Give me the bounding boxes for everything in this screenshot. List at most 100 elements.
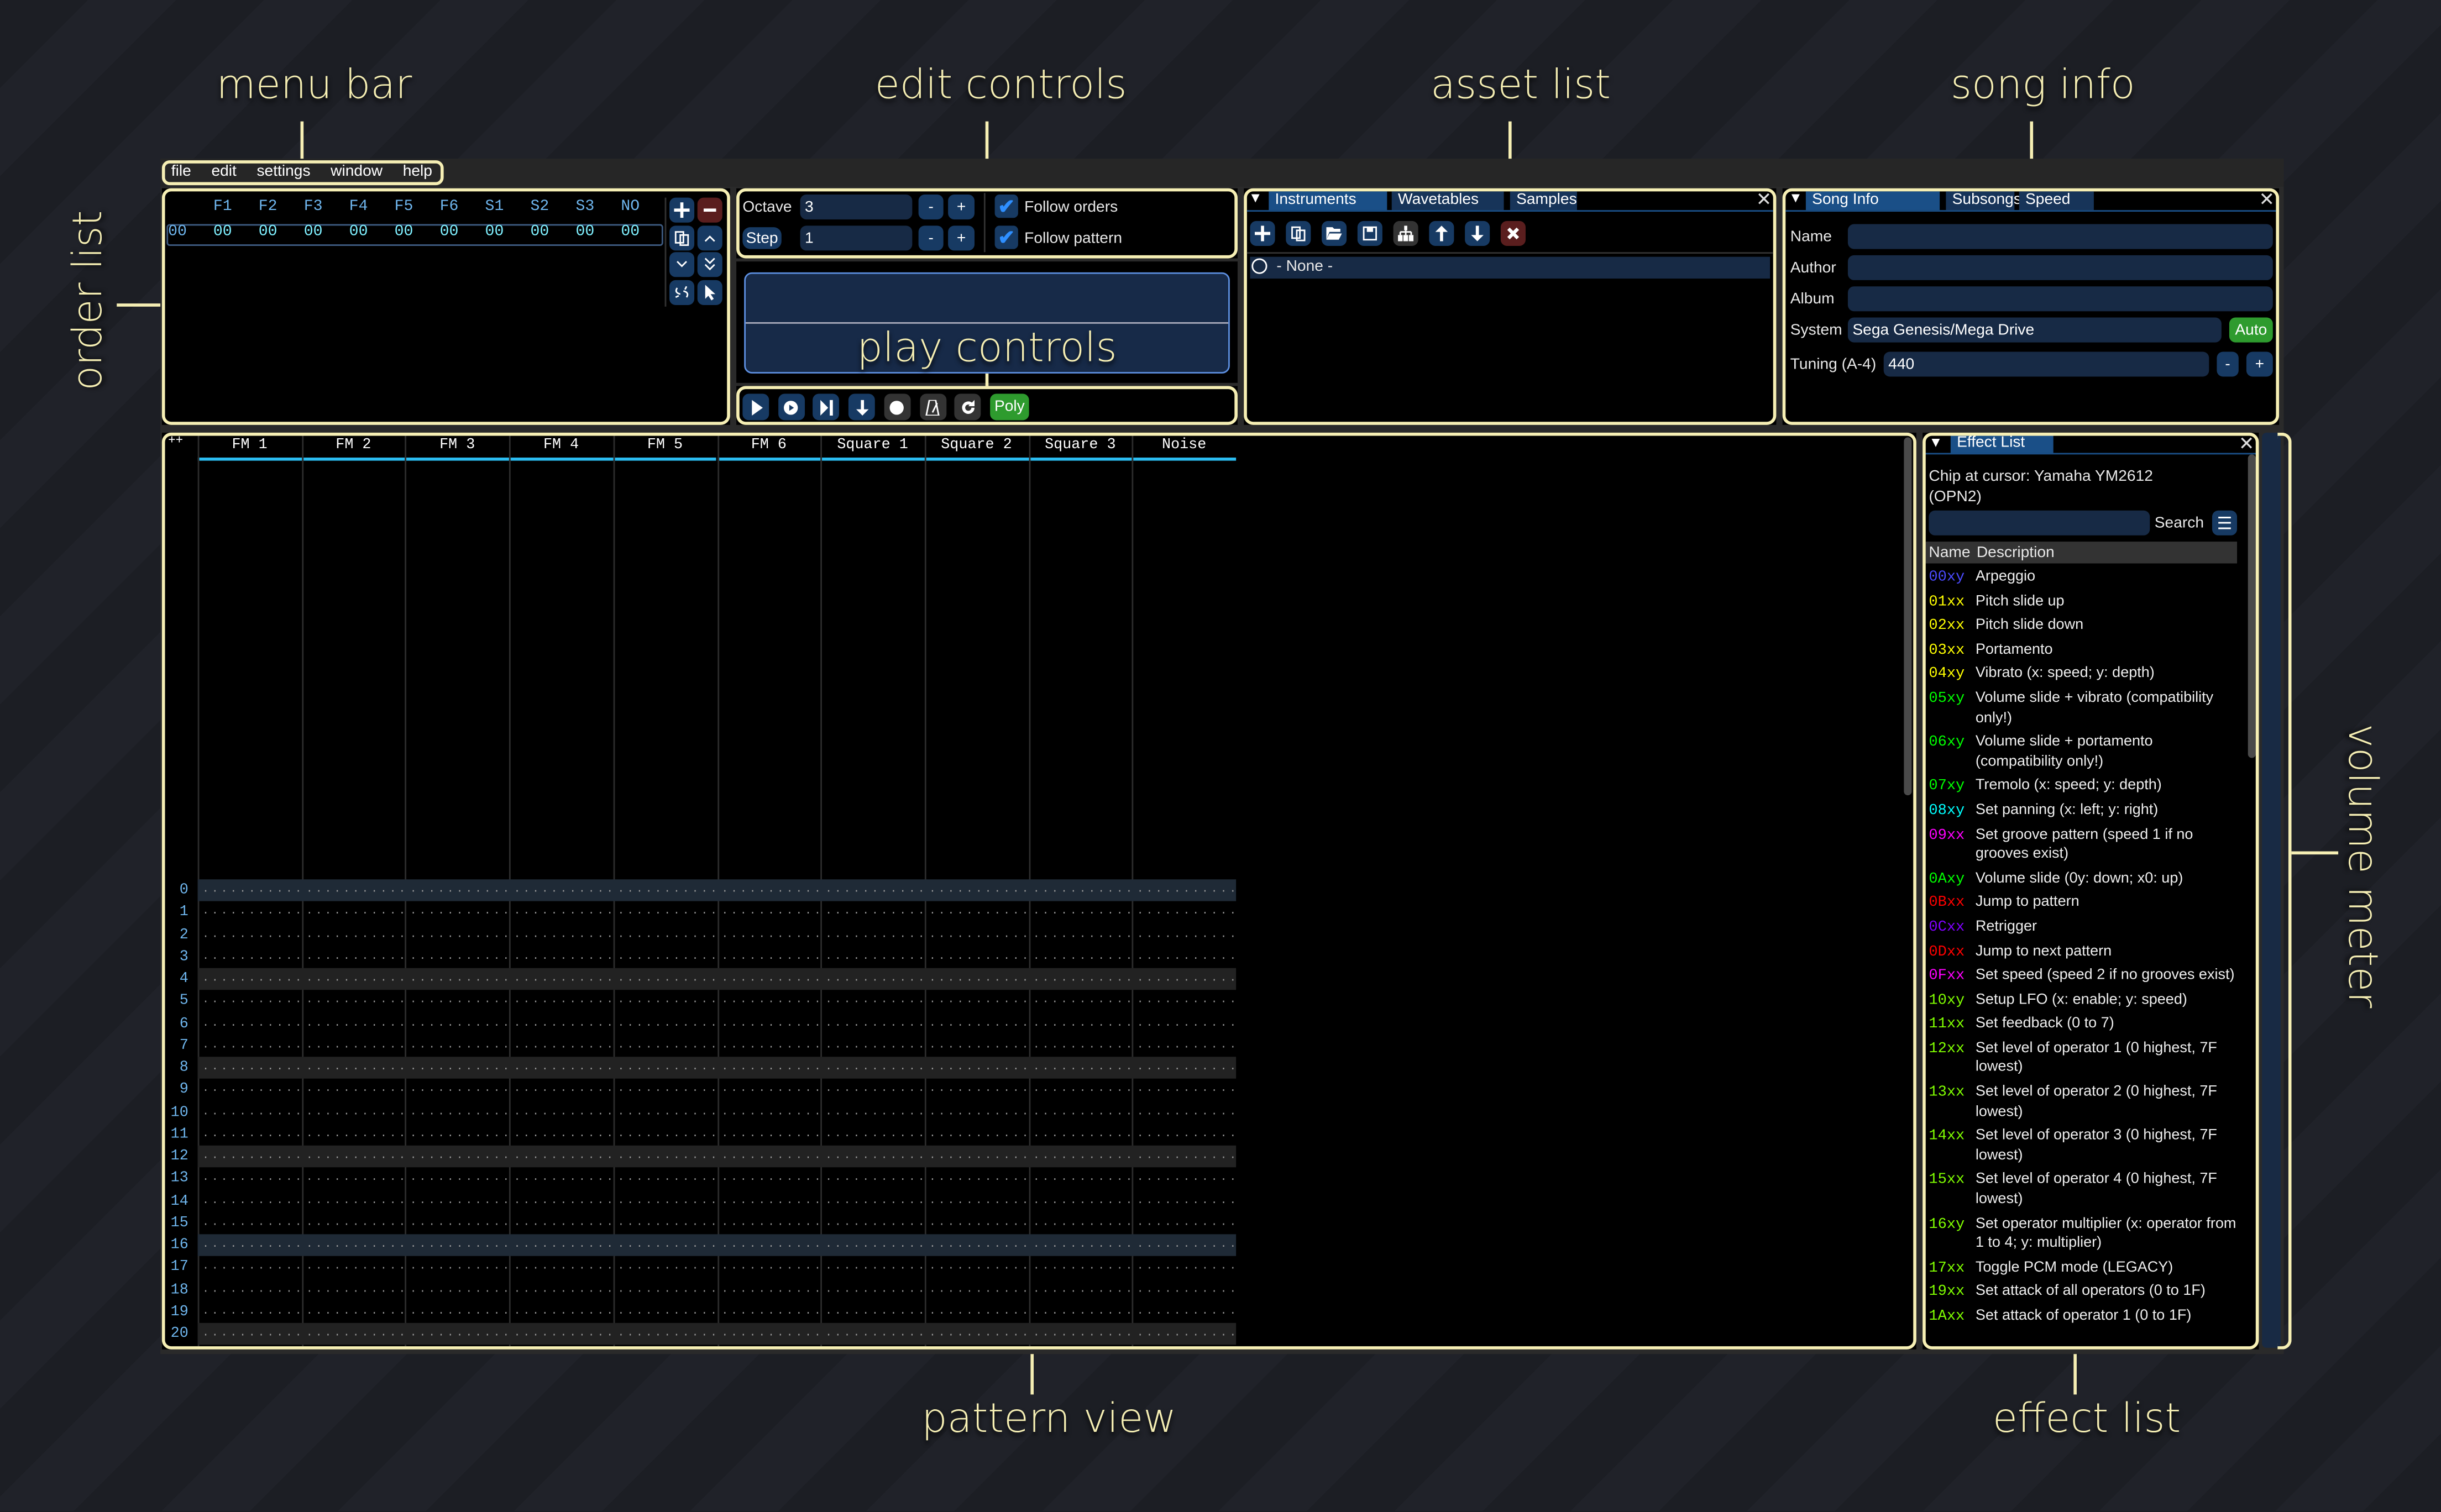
pattern-cell[interactable]: ........... [1136, 1216, 1239, 1230]
effect-row[interactable]: 10xy Setup LFO (x: enable; y: speed) [1929, 991, 2240, 1010]
pattern-cell[interactable]: ........... [202, 995, 305, 1007]
channel-header[interactable]: FM 1 [232, 435, 268, 453]
menu-item-help[interactable]: help [402, 163, 432, 181]
pattern-cell[interactable]: ........... [410, 928, 512, 941]
pattern-cell[interactable]: ........... [721, 995, 824, 1007]
pattern-row[interactable]: ........................................… [197, 1145, 1239, 1168]
pattern-cell[interactable]: ........... [825, 1238, 928, 1252]
pattern-cell[interactable]: ........... [306, 1261, 408, 1274]
pattern-cell[interactable]: ........... [825, 1017, 928, 1030]
pattern-cell[interactable]: ........... [1033, 1128, 1135, 1141]
octave-input[interactable]: 3 [800, 195, 913, 220]
pattern-cell[interactable]: ........... [929, 1172, 1031, 1185]
pattern-cell[interactable]: ........... [617, 1017, 720, 1030]
metronome-button[interactable] [919, 393, 946, 421]
pattern-cell[interactable]: ........... [825, 973, 928, 985]
plus-button[interactable] [1250, 221, 1275, 246]
pattern-cell[interactable]: ........... [306, 1172, 408, 1185]
pattern-cell[interactable]: ........... [721, 906, 824, 919]
pattern-cell[interactable]: ........... [514, 928, 616, 941]
effect-row[interactable]: 11xx Set feedback (0 to 7) [1929, 1015, 2240, 1035]
pattern-cell[interactable]: ........... [306, 1128, 408, 1141]
pattern-cell[interactable]: ........... [617, 1238, 720, 1252]
channel-header[interactable]: FM 5 [647, 435, 683, 453]
pattern-cell[interactable]: ........... [929, 906, 1031, 919]
play-button[interactable] [742, 393, 769, 421]
pattern-cell[interactable]: ........... [721, 1216, 824, 1230]
pattern-cell[interactable]: ........... [825, 1150, 928, 1163]
pattern-cell[interactable]: ........... [1136, 1283, 1239, 1296]
close-icon[interactable]: ✕ [1756, 188, 1772, 211]
pattern-cell[interactable]: ........... [1136, 1150, 1239, 1163]
pattern-row[interactable]: ........................................… [198, 990, 1236, 1012]
pattern-cell[interactable]: ........... [202, 1327, 305, 1340]
pattern-cell[interactable]: ........... [202, 951, 305, 963]
pattern-cell[interactable]: ........... [410, 1238, 512, 1252]
tab-instruments[interactable]: Instruments [1269, 191, 1387, 211]
pattern-cell[interactable]: ........... [1033, 1305, 1135, 1318]
pattern-cell[interactable]: ........... [1136, 995, 1239, 1007]
pattern-cell[interactable]: ........... [202, 884, 305, 897]
pattern-cell[interactable]: ........... [306, 951, 408, 963]
pattern-cell[interactable]: ........... [1033, 1172, 1135, 1185]
pattern-cell[interactable]: ........... [202, 1039, 305, 1052]
pattern-cell[interactable]: ........... [617, 1061, 720, 1074]
pattern-cell[interactable]: ........... [929, 973, 1031, 985]
pattern-cell[interactable]: ........... [410, 1305, 512, 1318]
pattern-cell[interactable]: ........... [514, 1261, 616, 1274]
pattern-cell[interactable]: ........... [617, 1105, 720, 1119]
collapse-triangle-icon[interactable]: ▼ [1788, 190, 1803, 206]
pattern-cell[interactable]: ........... [202, 1216, 305, 1230]
pattern-row[interactable]: ........................................… [198, 946, 1236, 968]
pattern-cell[interactable]: ........... [617, 1327, 720, 1340]
pattern-cell[interactable]: ........... [306, 884, 408, 897]
pattern-cell[interactable]: ........... [1136, 884, 1239, 897]
pattern-cell[interactable]: ........... [202, 1305, 305, 1318]
effect-row[interactable]: 1Axx Set attack of operator 1 (0 to 1F) [1929, 1308, 2240, 1327]
order-cell[interactable]: 00 [349, 224, 368, 242]
pattern-cell[interactable]: ........... [306, 1039, 408, 1052]
tab-wavetables[interactable]: Wavetables [1391, 191, 1504, 211]
pattern-cell[interactable]: ........... [825, 1128, 928, 1141]
pattern-cell[interactable]: ........... [306, 1105, 408, 1119]
pattern-cell[interactable]: ........... [825, 1083, 928, 1096]
effect-row[interactable]: 0Axy Volume slide (0y: down; x0: up) [1929, 870, 2240, 889]
pattern-cell[interactable]: ........... [306, 1194, 408, 1208]
pattern-cell[interactable]: ........... [929, 1061, 1031, 1074]
pattern-cell[interactable]: ........... [410, 1327, 512, 1340]
follow-pattern-checkbox[interactable]: ✔ [994, 225, 1018, 249]
pattern-cell[interactable]: ........... [202, 1128, 305, 1141]
pattern-cell[interactable]: ........... [929, 1039, 1031, 1052]
pattern-cell[interactable]: ........... [825, 995, 928, 1007]
pattern-cell[interactable]: ........... [410, 1017, 512, 1030]
effect-search-input[interactable] [1929, 510, 2150, 536]
pattern-cell[interactable]: ........... [825, 1216, 928, 1230]
tab-samples[interactable]: Samples [1510, 191, 1577, 211]
close-icon[interactable]: ✕ [2259, 188, 2275, 211]
pattern-cell[interactable]: ........... [514, 884, 616, 897]
pattern-cell[interactable]: ........... [202, 1283, 305, 1296]
order-cell[interactable]: 00 [485, 224, 504, 242]
auto-button[interactable]: Auto [2229, 317, 2273, 343]
menu-icon[interactable]: ☰ [2212, 510, 2238, 536]
channel-header[interactable]: Square 2 [941, 435, 1012, 453]
pattern-cell[interactable]: ........... [410, 1283, 512, 1296]
pattern-cell[interactable]: ........... [1033, 928, 1135, 941]
pattern-cell[interactable]: ........... [410, 1261, 512, 1274]
pattern-cell[interactable]: ........... [514, 1305, 616, 1318]
effect-row[interactable]: 12xx Set level of operator 1 (0 highest, … [1929, 1040, 2240, 1079]
pattern-row[interactable]: ........................................… [198, 1212, 1236, 1234]
pattern-cell[interactable]: ........... [1136, 1172, 1239, 1185]
pattern-cell[interactable]: ........... [514, 1172, 616, 1185]
pattern-cell[interactable]: ........... [1033, 1083, 1135, 1096]
pattern-cell[interactable]: ........... [202, 973, 305, 985]
channel-header[interactable]: FM 3 [439, 435, 475, 453]
effect-row[interactable]: 06xy Volume slide + portamento (compatibi… [1929, 733, 2240, 773]
pattern-cell[interactable]: ........... [1033, 906, 1135, 919]
pattern-cell[interactable]: ........... [202, 1017, 305, 1030]
repeat-button[interactable] [954, 393, 981, 421]
pattern-row[interactable]: ........................................… [198, 1035, 1236, 1057]
cursor-button[interactable] [697, 280, 722, 305]
save-button[interactable] [1357, 221, 1382, 246]
pattern-cell[interactable]: ........... [514, 1061, 616, 1074]
